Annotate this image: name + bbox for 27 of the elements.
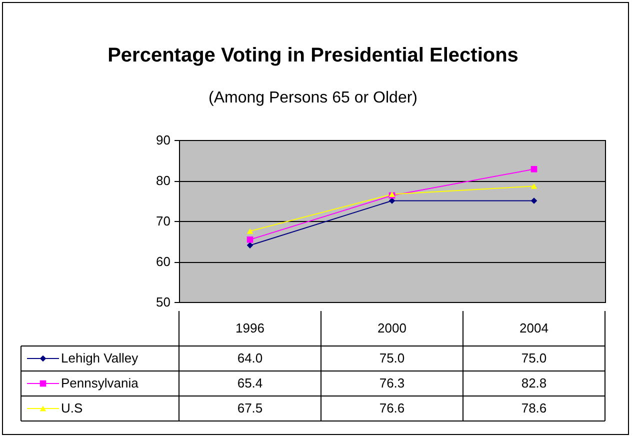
data-label: 78.6: [521, 400, 547, 416]
data-label: 64.0: [237, 350, 263, 366]
point: [246, 236, 254, 243]
point: [530, 183, 538, 189]
y-tick-label: 80: [156, 173, 170, 188]
x-tick-label: 2004: [520, 320, 548, 336]
data-label: 75.0: [379, 350, 405, 366]
data-label: 67.5: [237, 400, 263, 416]
point: [246, 228, 254, 234]
data-label: 65.4: [237, 376, 263, 390]
legend-label: Pennsylvania: [61, 376, 140, 390]
y-tick-label: 90: [156, 132, 170, 148]
y-tick-label: 70: [156, 214, 170, 228]
legend-label: U.S: [61, 400, 83, 416]
data-label: 76.3: [379, 376, 405, 390]
data-label: 76.6: [379, 400, 405, 416]
chart-title: Percentage Voting in Presidential Elections: [108, 44, 518, 66]
y-tick-label: 60: [156, 254, 170, 269]
data-label: 75.0: [521, 350, 547, 366]
point: [530, 166, 538, 172]
chart-subtitle: (Among Persons 65 or Older): [208, 90, 418, 106]
x-tick-label: 2000: [378, 320, 406, 336]
point: [530, 198, 538, 204]
legend-label: Lehigh Valley: [61, 350, 139, 366]
data-label: 82.8: [521, 376, 547, 390]
x-tick-label: 1996: [236, 320, 264, 336]
y-tick-label: 50: [156, 294, 170, 310]
